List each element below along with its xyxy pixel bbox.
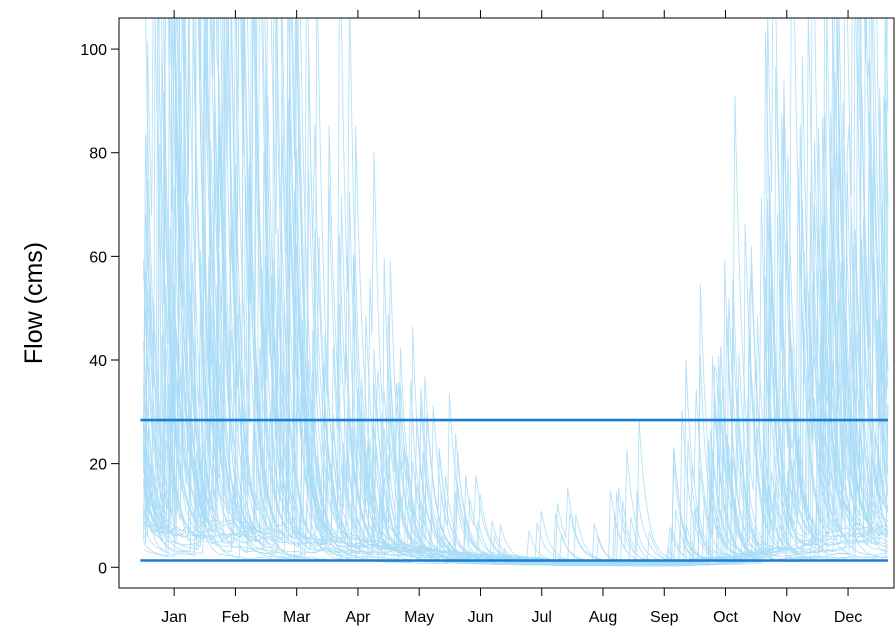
y-tick-label: 0 [98, 560, 107, 577]
flow-trace [143, 110, 889, 565]
y-axis-title: Flow (cms) [20, 242, 48, 364]
x-axis: Jan Feb Mar Apr May Jun Jul Aug Sep Oct Nov Dec [161, 10, 862, 626]
y-tick-label: 20 [89, 457, 107, 474]
x-tick-label: Nov [773, 609, 801, 626]
y-tick-label: 80 [89, 146, 107, 163]
x-tick-label: Feb [222, 609, 250, 626]
x-tick-label: May [404, 609, 434, 626]
x-tick-label: Jan [161, 609, 187, 626]
x-tick-label: Mar [283, 609, 311, 626]
x-tick-label: Aug [589, 609, 617, 626]
x-tick-label: Oct [713, 609, 738, 626]
flow-trace [143, 355, 889, 567]
reference-lines [140, 418, 888, 562]
x-tick-label: Sep [650, 609, 679, 626]
x-tick-label: Apr [345, 609, 371, 626]
y-tick-label: 100 [80, 42, 107, 59]
y-axis: 0 20 40 60 80 100 [80, 42, 119, 577]
flow-traces [143, 18, 889, 567]
x-tick-label: Dec [834, 609, 862, 626]
x-tick-label: Jul [532, 609, 552, 626]
y-tick-label: 40 [89, 353, 107, 370]
flow-trace [143, 18, 889, 565]
x-tick-label: Jun [468, 609, 494, 626]
flow-trace [143, 18, 888, 563]
plot-frame [118, 17, 895, 589]
flow-trace [143, 18, 889, 563]
y-tick-label: 60 [89, 249, 107, 266]
